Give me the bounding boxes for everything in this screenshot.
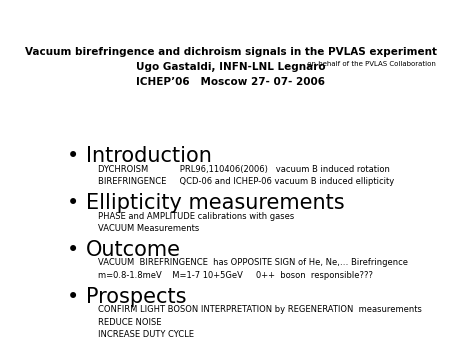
Text: on behalf of the PVLAS Collaboration: on behalf of the PVLAS Collaboration bbox=[305, 61, 436, 67]
Text: •: • bbox=[67, 287, 79, 307]
Text: Introduction: Introduction bbox=[86, 146, 212, 166]
Text: •: • bbox=[67, 193, 79, 213]
Text: Vacuum birefringence and dichroism signals in the PVLAS experiment: Vacuum birefringence and dichroism signa… bbox=[25, 47, 436, 57]
Text: Ugo Gastaldi, INFN-LNL Legnaro on behalf of the PVLAS Collaboration: Ugo Gastaldi, INFN-LNL Legnaro on behalf… bbox=[25, 62, 436, 72]
Text: •: • bbox=[67, 240, 79, 260]
Text: ICHEP’06   Moscow 27- 07- 2006: ICHEP’06 Moscow 27- 07- 2006 bbox=[136, 77, 325, 87]
Text: VACUUM Measurements: VACUUM Measurements bbox=[98, 224, 199, 233]
Text: m=0.8-1.8meV    M=1-7 10+5GeV     0++  boson  responsible???: m=0.8-1.8meV M=1-7 10+5GeV 0++ boson res… bbox=[98, 271, 373, 280]
Text: DYCHROISM            PRL96,110406(2006)   vacuum B induced rotation: DYCHROISM PRL96,110406(2006) vacuum B in… bbox=[98, 165, 390, 174]
Text: •: • bbox=[67, 146, 79, 166]
Text: INCREASE DUTY CYCLE: INCREASE DUTY CYCLE bbox=[98, 330, 194, 338]
Text: PHASE and AMPLITUDE calibrations with gases: PHASE and AMPLITUDE calibrations with ga… bbox=[98, 212, 294, 221]
Text: REDUCE NOISE: REDUCE NOISE bbox=[98, 318, 162, 327]
Text: Ugo Gastaldi, INFN-LNL Legnaro: Ugo Gastaldi, INFN-LNL Legnaro bbox=[136, 62, 325, 72]
Text: BIREFRINGENCE     QCD-06 and ICHEP-06 vacuum B induced ellipticity: BIREFRINGENCE QCD-06 and ICHEP-06 vacuum… bbox=[98, 177, 394, 186]
Text: CONFIRM LIGHT BOSON INTERPRETATION by REGENERATION  measurements: CONFIRM LIGHT BOSON INTERPRETATION by RE… bbox=[98, 305, 422, 314]
Text: VACUUM  BIREFRINGENCE  has OPPOSITE SIGN of He, Ne,… Birefringence: VACUUM BIREFRINGENCE has OPPOSITE SIGN o… bbox=[98, 258, 408, 267]
Text: Prospects: Prospects bbox=[86, 287, 186, 307]
Text: Ellipticity measurements: Ellipticity measurements bbox=[86, 193, 345, 213]
Text: Outcome: Outcome bbox=[86, 240, 181, 260]
